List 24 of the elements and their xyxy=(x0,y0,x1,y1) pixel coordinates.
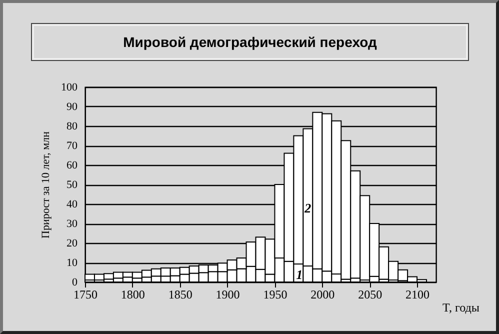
x-tick-label: 2050 xyxy=(358,288,382,302)
y-tick-label: 40 xyxy=(66,198,78,210)
y-tick-label: 70 xyxy=(66,140,78,152)
y-tick-label: 10 xyxy=(66,257,78,269)
y-tick-label: 90 xyxy=(66,101,78,113)
annotation: 2 xyxy=(304,200,312,216)
x-tick-label: 1950 xyxy=(263,288,288,302)
x-tick-label: 2100 xyxy=(406,288,430,302)
y-tick-label: 60 xyxy=(66,160,78,172)
y-axis-title: Прирост за 10 лет, млн xyxy=(40,131,52,238)
x-tick-label: 1750 xyxy=(74,288,98,302)
x-axis-title: T, годы xyxy=(442,300,480,314)
y-tick-label: 50 xyxy=(66,179,78,191)
y-tick-label: 30 xyxy=(66,218,78,230)
annotation: 1 xyxy=(296,266,303,282)
y-tick-label: 0 xyxy=(72,276,78,288)
x-tick-label: 2000 xyxy=(310,288,335,302)
y-tick-label: 20 xyxy=(66,238,78,250)
chart-title: Мировой демографический переход xyxy=(31,23,469,61)
y-tick-label: 100 xyxy=(61,82,78,94)
x-tick-label: 1800 xyxy=(120,288,145,302)
y-tick-label: 80 xyxy=(66,120,78,132)
x-tick-label: 1850 xyxy=(168,288,192,302)
x-tick-label: 1900 xyxy=(216,288,240,302)
